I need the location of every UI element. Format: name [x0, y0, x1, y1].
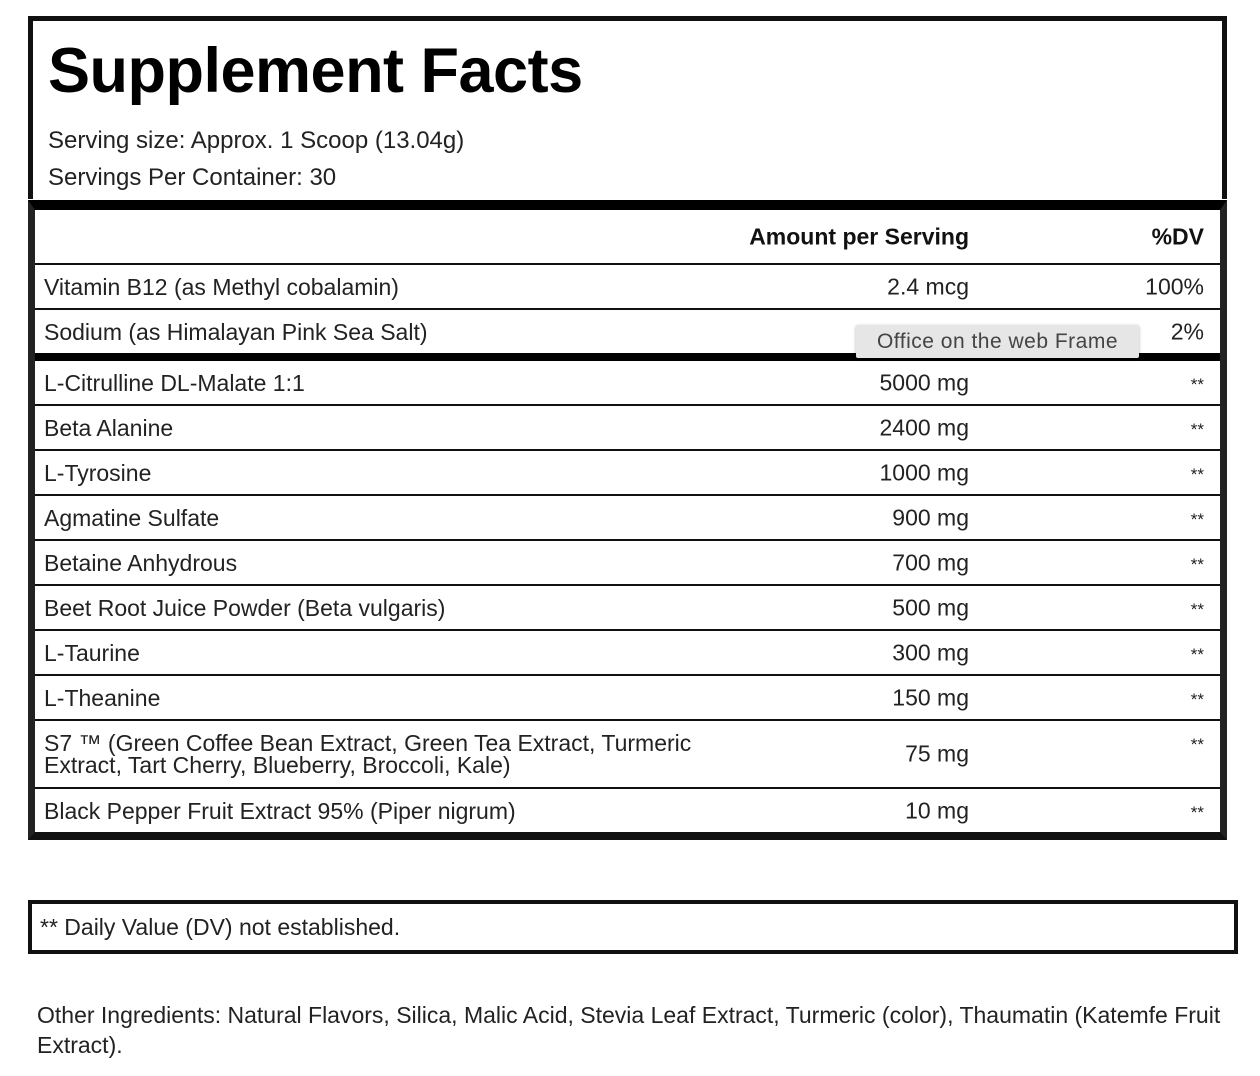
nutrient-dv: ** — [1190, 803, 1204, 822]
table-header: Amount per Serving %DV — [35, 210, 1220, 265]
dv-header: %DV — [1151, 223, 1204, 249]
table-row: Vitamin B12 (as Methyl cobalamin) 2.4 mcg… — [35, 265, 1220, 310]
table-row: Beta Alanine 2400 mg ** — [35, 406, 1220, 451]
servings-per-container: Servings Per Container: 30 — [48, 164, 337, 191]
nutrient-dv: ** — [1190, 735, 1204, 754]
nutrient-dv: ** — [1190, 420, 1204, 439]
nutrient-name: Beta Alanine — [44, 414, 174, 441]
nutrient-amount: 2.4 mcg — [887, 273, 969, 299]
nutrient-dv: ** — [1190, 645, 1204, 664]
facts-table: Amount per Serving %DV Vitamin B12 (as M… — [28, 200, 1227, 840]
table-row: Sodium (as Himalayan Pink Sea Salt) 2% — [35, 310, 1220, 361]
nutrient-name: Beet Root Juice Powder (Beta vulgaris) — [44, 594, 446, 621]
header-box: Supplement Facts Serving size: Approx. 1… — [28, 16, 1227, 199]
nutrient-name: Black Pepper Fruit Extract 95% (Piper ni… — [44, 797, 516, 824]
nutrient-amount: 500 mg — [892, 594, 969, 620]
nutrient-dv: ** — [1190, 465, 1204, 484]
nutrient-dv: ** — [1190, 510, 1204, 529]
other-ingredients: Other Ingredients: Natural Flavors, Sili… — [37, 1002, 1221, 1058]
tooltip: Office on the web Frame — [856, 325, 1139, 358]
footnote: ** Daily Value (DV) not established. — [28, 900, 1238, 954]
nutrient-amount: 2400 mg — [879, 414, 969, 440]
table-row: L-Taurine 300 mg ** — [35, 631, 1220, 676]
nutrient-dv: ** — [1190, 600, 1204, 619]
nutrient-amount: 10 mg — [905, 797, 969, 823]
table-row: Black Pepper Fruit Extract 95% (Piper ni… — [35, 789, 1220, 832]
table-row: Beet Root Juice Powder (Beta vulgaris) 50… — [35, 586, 1220, 631]
nutrient-amount: 5000 mg — [879, 369, 969, 395]
nutrient-name: Agmatine Sulfate — [44, 504, 220, 531]
nutrient-name: Betaine Anhydrous — [44, 549, 238, 576]
nutrient-amount: 300 mg — [892, 639, 969, 665]
nutrient-dv: ** — [1190, 690, 1204, 709]
page-title: Supplement Facts — [48, 36, 583, 106]
nutrient-dv: 100% — [1145, 273, 1204, 299]
nutrient-name: Vitamin B12 (as Methyl cobalamin) — [44, 273, 399, 300]
nutrient-amount: 75 mg — [905, 740, 969, 767]
nutrient-name: Sodium (as Himalayan Pink Sea Salt) — [44, 318, 428, 345]
table-row: Agmatine Sulfate 900 mg ** — [35, 496, 1220, 541]
table-row: S7 ™ (Green Coffee Bean Extract, Green T… — [35, 721, 1220, 789]
nutrient-amount: 150 mg — [892, 684, 969, 710]
nutrient-name: L-Theanine — [44, 684, 161, 711]
table-row: L-Theanine 150 mg ** — [35, 676, 1220, 721]
nutrient-name: L-Taurine — [44, 639, 140, 666]
nutrient-amount: 1000 mg — [879, 459, 969, 485]
nutrient-dv: ** — [1190, 555, 1204, 574]
table-row: Betaine Anhydrous 700 mg ** — [35, 541, 1220, 586]
nutrient-name: L-Tyrosine — [44, 459, 152, 486]
table-row: L-Tyrosine 1000 mg ** — [35, 451, 1220, 496]
amount-header: Amount per Serving — [749, 223, 969, 249]
serving-size: Serving size: Approx. 1 Scoop (13.04g) — [48, 127, 465, 154]
nutrient-dv: 2% — [1170, 318, 1204, 344]
nutrient-amount: 900 mg — [892, 504, 969, 530]
table-row: L-Citrulline DL-Malate 1:1 5000 mg ** — [35, 361, 1220, 406]
nutrient-name: L-Citrulline DL-Malate 1:1 — [44, 369, 305, 396]
nutrient-amount: 700 mg — [892, 549, 969, 575]
nutrient-name: S7 ™ (Green Coffee Bean Extract, Green T… — [44, 730, 692, 778]
nutrient-dv: ** — [1190, 375, 1204, 394]
